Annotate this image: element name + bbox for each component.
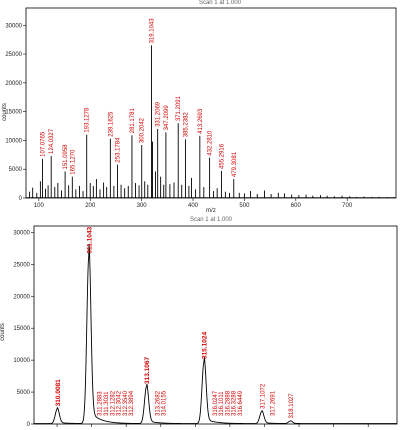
top-x-tick-label: 500 [239,203,250,209]
top-y-tick-label: 20000 [5,81,22,87]
top-peak-label: 479.3081 [232,151,238,177]
bottom-y-tick-label: 20000 [13,294,30,300]
top-x-axis-title: m/z [206,208,216,214]
bottom-y-tick-label: 0 [27,422,31,428]
top-peak-label: 455.2916 [219,143,225,169]
bottom-y-tick-label: 15000 [13,326,30,332]
bottom-peak-label: 316.3288 [232,390,238,416]
bottom-peak-label: 312.3540 [123,390,129,416]
bottom-peak-label: 317.2691 [271,390,277,416]
bottom-peak-label: 310.0081 [55,379,62,406]
top-y-tick-label: 0 [19,196,23,202]
top-y-axis: 0 5000 10000 15000 20000 25000 30000 [5,23,26,202]
bottom-peak-label: 314.0155 [162,390,168,416]
top-peak-label: 151.0958 [63,144,69,170]
top-plot-frame [25,7,397,199]
top-y-tick-label: 5000 [9,167,23,173]
bottom-peak-labels: 310.0081 311.1043 311.2883 311.3031 312.1282… [55,227,295,419]
bottom-chart-title: Scan 1 at 1.000 [190,217,233,223]
top-peak-labels: 107.0765 124.0327 151.0958 165.1270 193.1278… [40,18,237,177]
bottom-peak-label: 312.3894 [129,390,135,416]
bottom-y-tick-label: 30000 [13,230,30,236]
top-peak-label: 124.0327 [49,128,55,154]
bottom-peak-label: 311.1043 [86,227,93,254]
top-peak-label: 432.2810 [208,130,214,156]
top-peak-label: 347.2099 [164,105,170,131]
top-x-tick-label: 300 [137,203,148,209]
bottom-y-axis-title: counts [0,323,6,341]
top-x-tick-label: 400 [188,203,199,209]
top-peak-label: 281.1781 [130,108,136,134]
full-scan-spectrum: Scan 1 at 1.000 0 5000 10000 15000 20000 2500… [2,0,397,214]
bottom-peak-label: 311.3031 [104,391,110,416]
top-peak-label: 385.2382 [183,112,189,138]
top-peak-label: 413.2693 [198,108,204,134]
top-y-tick-label: 15000 [5,110,22,116]
bottom-y-tick-label: 5000 [17,390,31,396]
bottom-peak-label: 318.1027 [289,393,295,419]
top-peak-label: 371.2091 [176,95,182,121]
top-y-axis-title: counts [2,103,8,121]
top-peak-label: 165.1270 [70,149,76,175]
bottom-peak-label: 316.1011 [219,391,225,416]
bottom-peak-label: 316.6449 [238,390,244,416]
bottom-y-tick-label: 10000 [13,358,30,364]
bottom-x-axis [56,424,369,427]
top-y-tick-label: 10000 [5,138,22,144]
bottom-peak-label: 313.1067 [144,356,151,383]
top-peak-label: 107.0765 [40,131,46,157]
bottom-y-tick-label: 25000 [13,262,30,268]
top-peak-label: 253.1784 [116,137,122,163]
top-x-tick-label: 100 [34,203,45,209]
bottom-peak-label: 312.1282 [110,390,116,416]
top-peak-label: 331.2069 [156,101,162,127]
top-x-tick-label: 600 [291,203,302,209]
bottom-profile-line [34,243,397,425]
top-x-tick-label: 700 [342,203,353,209]
top-peak-label: 239.1625 [108,111,114,137]
zoom-spectrum: Scan 1 at 1.000 0 5000 10000 15000 20000 2500… [0,217,398,428]
bottom-peak-label: 316.0247 [213,390,219,416]
bottom-peak-label: 315.1024 [202,332,209,359]
bottom-plot-frame [33,225,398,425]
bottom-peak-label: 317.1072 [260,383,266,409]
bottom-peak-label: 312.3042 [117,390,123,416]
bottom-peak-label: 313.2682 [155,390,161,416]
bottom-spectrum-trace [34,243,397,425]
top-y-tick-label: 25000 [5,52,22,58]
top-peak-label: 319.1043 [149,18,155,44]
top-chart-title: Scan 1 at 1.000 [199,0,242,6]
top-spectrum-trace [26,45,396,198]
top-peak-label: 193.1278 [85,107,91,133]
top-x-axis: 100 200 300 400 500 600 700 [34,198,353,209]
top-peak-label: 300.2042 [140,117,146,143]
bottom-y-axis: 0 5000 10000 15000 20000 25000 30000 [13,230,34,428]
top-y-tick-label: 30000 [5,23,22,29]
top-x-tick-label: 200 [85,203,96,209]
bottom-peak-label: 316.2888 [225,390,231,416]
bottom-peak-label: 311.2883 [98,391,104,416]
